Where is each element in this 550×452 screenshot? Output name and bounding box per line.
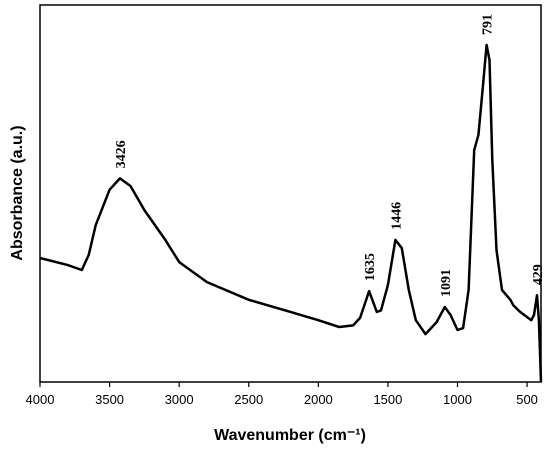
x-tick-label: 500 <box>516 392 538 407</box>
x-axis-title: Wavenumber (cm⁻¹) <box>214 427 366 444</box>
x-tick-label: 1500 <box>373 392 402 407</box>
peak-label: 1446 <box>389 202 404 230</box>
y-axis-title: Absorbance (a.u.) <box>9 125 26 260</box>
x-tick-label: 1000 <box>443 392 472 407</box>
x-tick-label: 2000 <box>304 392 333 407</box>
peak-label: 791 <box>481 14 496 35</box>
x-tick-label: 2500 <box>234 392 263 407</box>
x-tick-label: 4000 <box>26 392 55 407</box>
peak-label: 1635 <box>363 253 378 281</box>
peak-label: 3426 <box>114 140 129 168</box>
spectrum-line <box>39 43 543 383</box>
peak-label: 1091 <box>439 269 454 297</box>
peak-label: 429 <box>531 264 546 285</box>
plot-frame <box>39 4 542 383</box>
x-tick-label: 3500 <box>95 392 124 407</box>
x-tick-label: 3000 <box>165 392 194 407</box>
